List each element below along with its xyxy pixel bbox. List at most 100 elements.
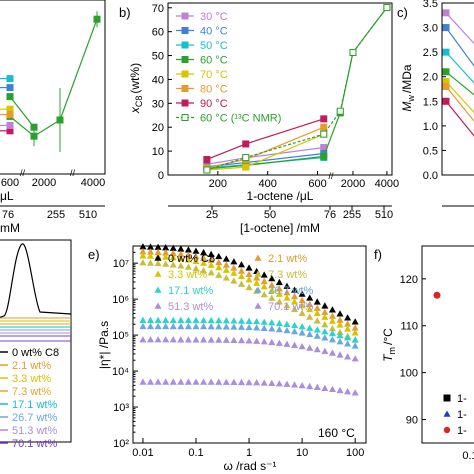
panel-b-x2-label: [1-octene] /mM xyxy=(240,221,320,235)
panel-e-point xyxy=(298,296,306,304)
panel-b-x2-tick-label: 25 xyxy=(206,209,218,221)
panel-c-y-tick-label: 1.0 xyxy=(423,121,438,133)
panel-e-point xyxy=(291,298,299,305)
panel-f-label: f) xyxy=(374,247,382,262)
panel-e-point xyxy=(321,347,329,354)
panel-e-point xyxy=(328,317,336,324)
panel-e-x-ticks: 0.01 0.1 1 10 100 xyxy=(132,438,364,459)
panel-e-legend: 0 wt% C8 2.1 wt% 3.3 wt% 7.3 wt% 17.1 wt% 26.… xyxy=(154,253,313,313)
panel-e-legend-label: 51.3 wt% xyxy=(168,301,213,313)
panel-a-x-tick: 4000 xyxy=(81,177,105,189)
panel-e-point xyxy=(306,305,314,313)
panel-e-point xyxy=(230,378,238,385)
panel-e-point xyxy=(321,308,329,315)
panel-e-point xyxy=(207,261,215,268)
panel-c-y-label: Mw/MDa xyxy=(400,64,416,111)
panel-c-label: c) xyxy=(397,5,408,20)
panel-e-point xyxy=(192,257,200,264)
panel-c: c) 0.0 0.5 1.0 1.5 2.0 2.5 3.0 3.5 Mw/MDa xyxy=(397,0,474,207)
panel-e-point xyxy=(245,378,253,386)
panel-b-legend-label: 60 °C xyxy=(200,55,228,67)
panel-e-point xyxy=(147,316,155,323)
panel-e-point xyxy=(291,286,299,293)
panel-b-legend-marker xyxy=(181,114,189,121)
panel-e-point xyxy=(306,294,314,301)
panel-e-point xyxy=(139,252,147,259)
panel-d-legend-label: 2.1 wt% xyxy=(12,360,51,372)
panel-e-point xyxy=(215,336,223,343)
panel-e-point xyxy=(275,319,283,327)
panel-f-y-label: Tm/°C xyxy=(381,328,397,362)
panel-e-point xyxy=(336,351,344,358)
panel-e-point xyxy=(336,386,344,394)
panel-e-point xyxy=(237,261,245,268)
panel-b-x2-tick-label: 76 xyxy=(324,209,336,221)
panel-e-point xyxy=(222,255,230,262)
panel-e-point xyxy=(192,316,200,324)
panel-c-point xyxy=(442,68,450,76)
panel-b-label: b) xyxy=(119,5,131,20)
panel-e-point xyxy=(162,336,170,343)
panel-e-point xyxy=(268,275,276,282)
panel-e-point xyxy=(139,322,147,330)
panel-e-point xyxy=(207,256,215,263)
panel-e-point xyxy=(207,250,215,258)
panel-e-point xyxy=(336,331,344,339)
panel-b-y-ticks: 0 10 20 30 40 50 60 70 xyxy=(152,3,172,182)
panel-e-point xyxy=(192,322,200,330)
panel-e-point xyxy=(298,342,306,350)
panel-e-point xyxy=(207,269,215,276)
panel-b-legend-marker xyxy=(181,85,189,92)
panel-b-x-label: 1-octene /μL xyxy=(247,189,314,203)
panel-e-point xyxy=(328,306,336,313)
panel-e-point xyxy=(177,322,185,330)
panel-e-point xyxy=(147,378,155,385)
panel-e-point xyxy=(291,305,299,313)
panel-e-point xyxy=(253,274,261,281)
panel-e-point xyxy=(139,336,147,343)
panel-e-point xyxy=(260,379,268,386)
panel-e-point xyxy=(351,336,359,343)
panel-b-series-line xyxy=(206,7,388,170)
panel-e-point xyxy=(313,332,321,339)
panel-e-point xyxy=(253,337,261,344)
panel-b-legend-marker xyxy=(181,99,189,107)
panel-e-legend-marker xyxy=(154,254,162,261)
panel-b-x-tick-label: 4000 xyxy=(375,178,399,190)
panel-e-point xyxy=(328,329,336,337)
panel-b: b) 0 10 20 30 40 50 60 70 200 400 600 2000 4000 // 3… xyxy=(119,2,399,235)
panel-e-point xyxy=(275,339,283,346)
panel-c-frame xyxy=(441,2,474,176)
panel-b-point xyxy=(336,107,344,115)
panel-b-point xyxy=(242,163,250,171)
panel-e-point xyxy=(162,249,170,256)
panel-e-point xyxy=(169,261,177,268)
panel-e-point xyxy=(177,316,185,324)
panel-e-point xyxy=(169,316,177,324)
panel-e-point xyxy=(245,337,253,344)
panel-e-point xyxy=(283,302,291,309)
panel-e-point xyxy=(215,378,223,385)
panel-c-series-line xyxy=(445,12,474,45)
panel-b-legend-label: 30 °C xyxy=(200,11,228,23)
panel-e-point xyxy=(147,336,155,343)
panel-e-legend-label: 2.1 wt% xyxy=(268,253,307,265)
panel-e-point xyxy=(268,281,276,288)
panel-e-point xyxy=(169,378,177,385)
panel-e-point xyxy=(344,334,352,341)
panel-a-axis-break: // xyxy=(20,168,26,178)
panel-e-point xyxy=(237,378,245,386)
panel-e-point xyxy=(184,378,192,385)
panel-e-label: e) xyxy=(88,247,100,262)
panel-d-legend-label: 70.1 wt% xyxy=(12,438,57,450)
panel-e-point xyxy=(336,310,344,317)
panel-b-series-line xyxy=(206,118,324,161)
panel-e-point xyxy=(351,342,359,349)
panel-e-point xyxy=(268,294,276,301)
panel-e-point xyxy=(215,252,223,260)
panel-e-point xyxy=(162,253,170,260)
panel-e-point xyxy=(260,324,268,331)
panel-e-point xyxy=(313,304,321,311)
panel-a-x2-tick: 255 xyxy=(47,209,65,221)
panel-e-point xyxy=(275,298,283,305)
